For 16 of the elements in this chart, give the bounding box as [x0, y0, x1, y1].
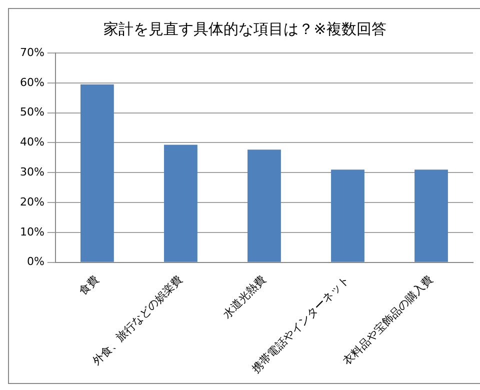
x-tick-label: 食費: [76, 272, 102, 298]
y-tick-label: 70%: [20, 46, 44, 59]
chart-title: 家計を見直す具体的な項目は？※複数回答: [104, 20, 386, 38]
y-tick-label: 60%: [20, 76, 44, 89]
y-tick-label: 20%: [20, 195, 44, 208]
y-tick-label: 0%: [26, 255, 44, 268]
y-tick-label: 30%: [20, 165, 44, 178]
bar: [248, 150, 281, 262]
x-tick-label: 水道光熱費: [220, 272, 268, 322]
bar: [331, 170, 364, 262]
bar: [80, 84, 114, 262]
y-tick-label: 40%: [20, 136, 44, 149]
y-tick-label: 50%: [20, 106, 44, 119]
bar: [414, 170, 448, 262]
y-tick-label: 10%: [20, 225, 44, 238]
bar: [164, 144, 198, 262]
